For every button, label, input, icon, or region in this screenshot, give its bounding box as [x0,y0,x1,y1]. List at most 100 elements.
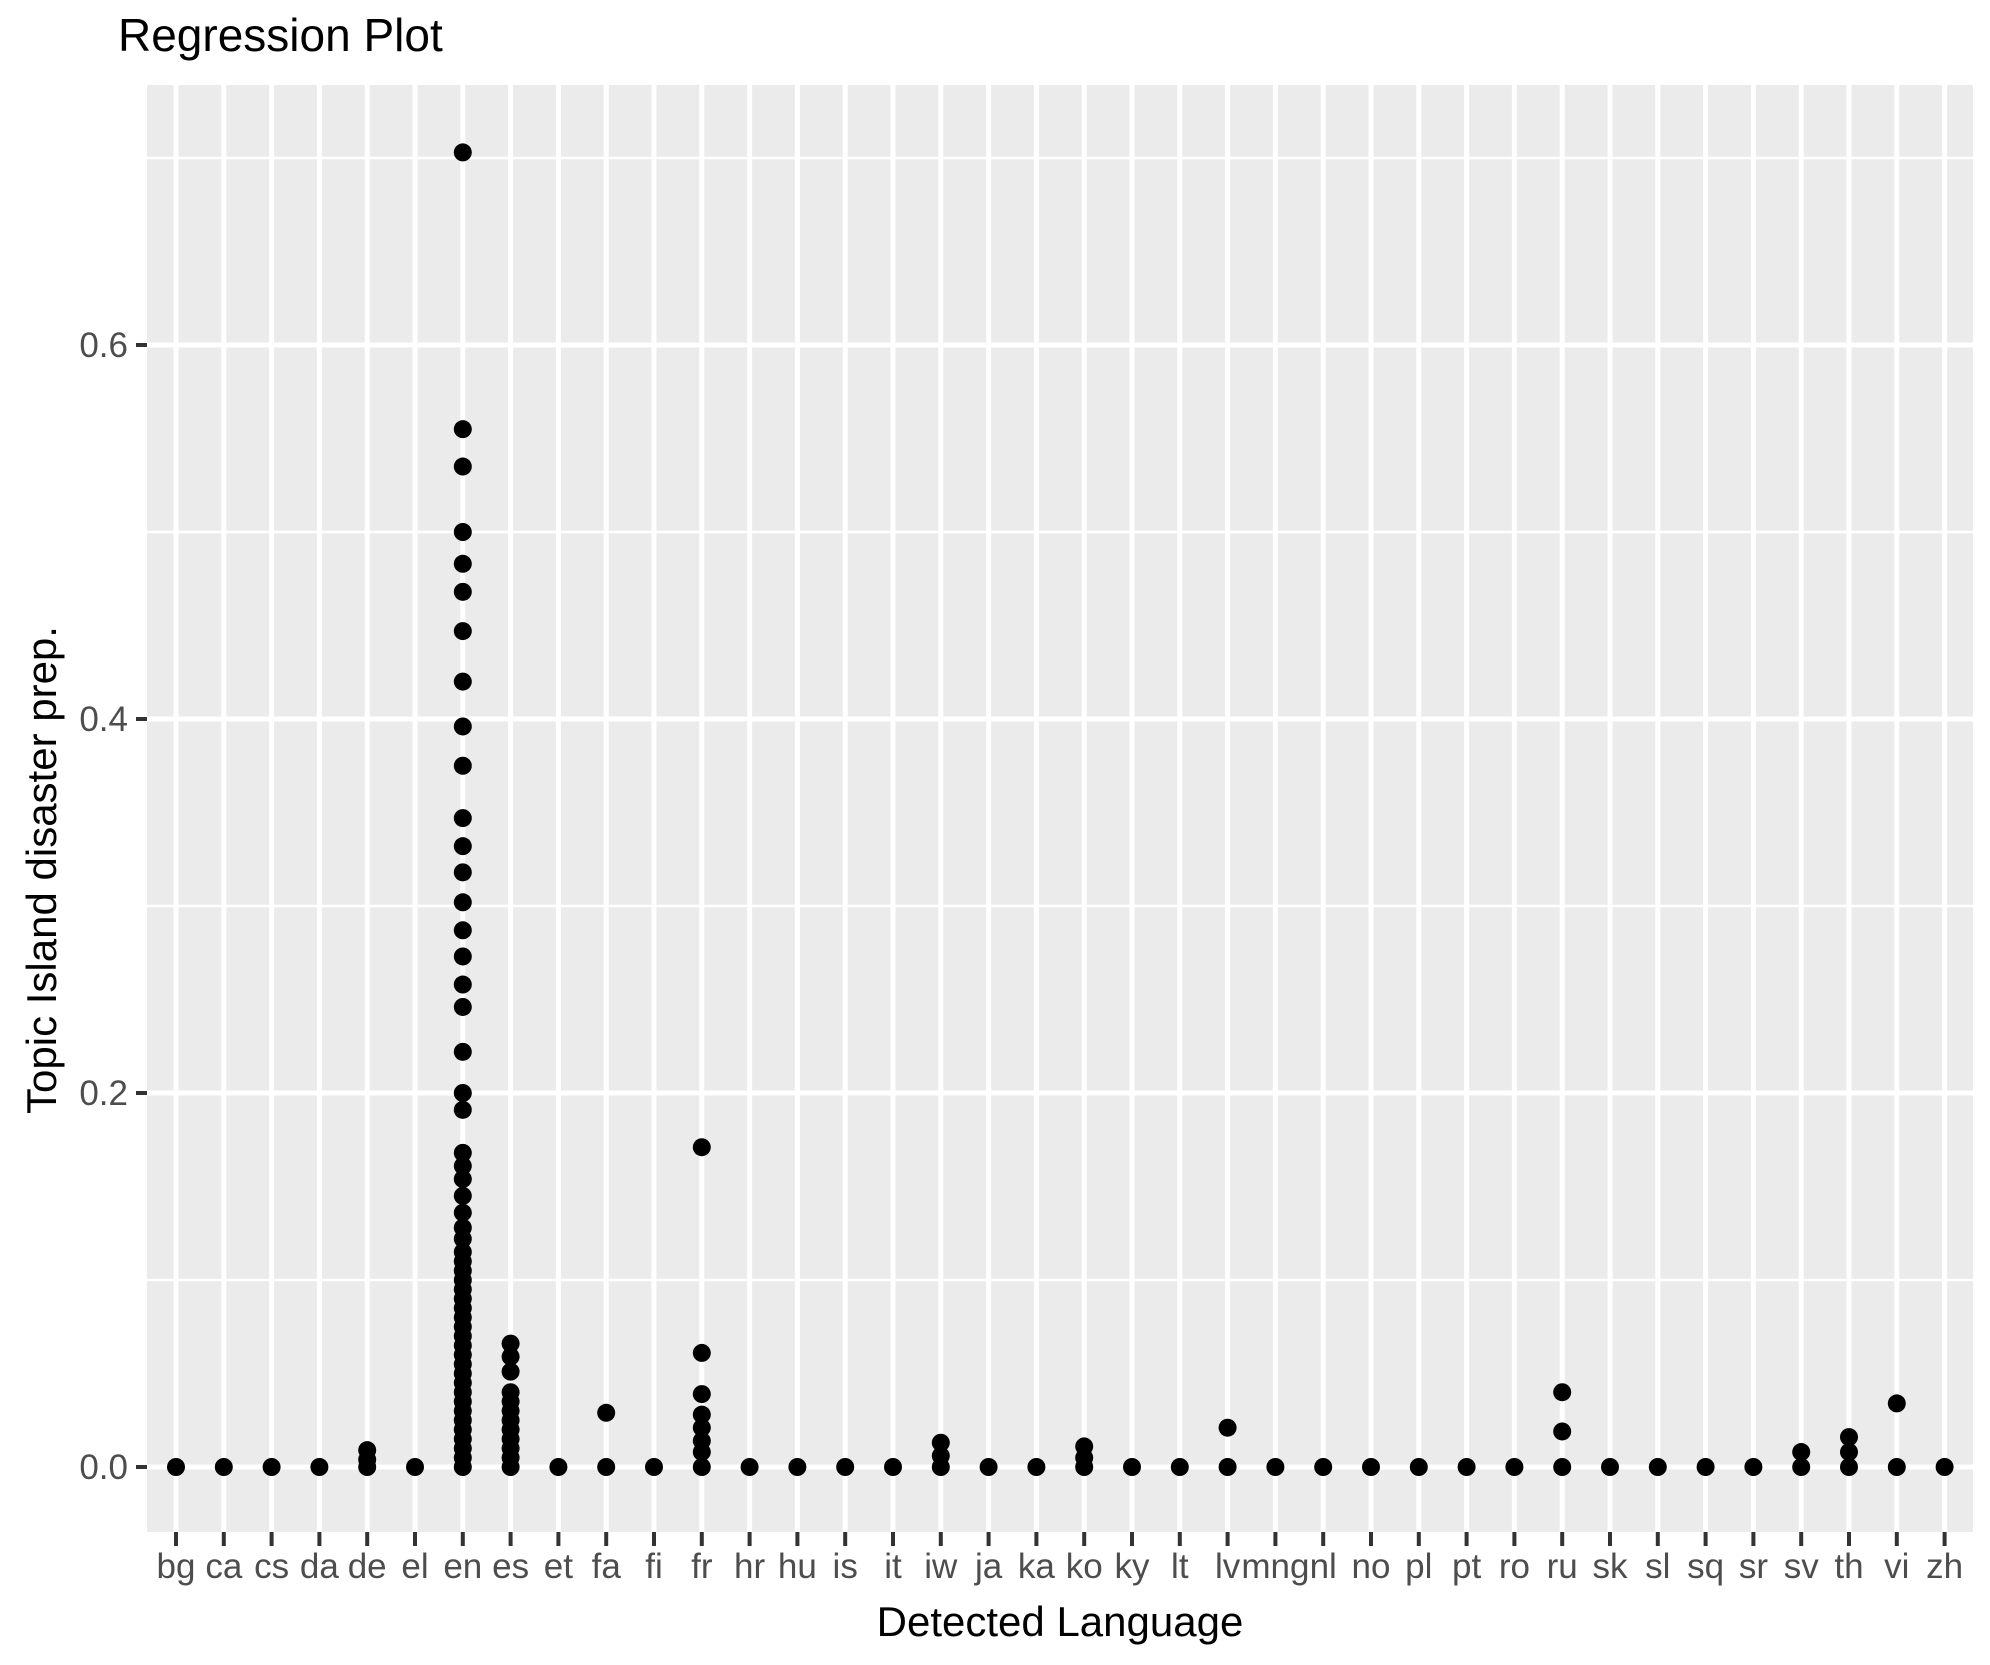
data-point [1887,1458,1906,1476]
x-tick-label: iw [924,1547,958,1586]
y-tick-label: 0.4 [79,700,128,739]
data-point [453,809,472,828]
data-point [453,975,472,994]
x-tick-label: pl [1405,1547,1432,1586]
data-point [453,143,472,162]
data-point [931,1433,950,1452]
data-point [310,1458,329,1476]
data-point [692,1405,711,1424]
data-point [453,717,472,736]
plot-panel [147,85,1973,1532]
data-point [453,756,472,775]
data-point [549,1458,568,1476]
data-point [1123,1458,1141,1476]
x-tick-label: cs [254,1547,289,1586]
data-point [262,1458,281,1476]
x-tick-label: ca [205,1547,243,1586]
x-tick-label: sq [1687,1547,1724,1586]
data-point [645,1458,663,1476]
x-tick-label: vi [1884,1547,1909,1586]
data-point [1887,1394,1906,1413]
x-tick-label: sl [1645,1547,1670,1586]
data-point [1935,1458,1954,1476]
x-tick-label: th [1834,1547,1863,1586]
x-tick-label: ka [1018,1547,1056,1586]
x-tick-label: pt [1452,1547,1481,1586]
data-point [453,1458,472,1476]
data-point [1218,1418,1237,1437]
data-point [1840,1443,1858,1462]
x-tick-label: nl [1310,1547,1337,1586]
data-point [453,1100,472,1119]
data-point [453,1143,472,1162]
data-point [501,1334,520,1353]
data-point [453,622,472,641]
x-tick-label: de [348,1547,387,1586]
data-point [1840,1428,1858,1447]
x-tick-label: ja [974,1547,1003,1586]
x-tick-label: fr [691,1547,713,1586]
data-point [1362,1458,1380,1476]
data-point [1170,1458,1189,1476]
data-point [692,1443,711,1462]
data-point [1553,1458,1572,1476]
data-point [453,893,472,912]
data-point [453,582,472,601]
data-point [1601,1458,1619,1476]
data-point [453,1186,472,1205]
x-tick-label: lt [1171,1547,1189,1586]
data-point [788,1458,807,1476]
data-point [1505,1458,1524,1476]
data-point [358,1458,377,1476]
data-point [692,1418,711,1437]
data-point [501,1458,520,1476]
x-tick-label: ko [1066,1547,1103,1586]
data-point [453,554,472,573]
data-point [1409,1458,1428,1476]
x-tick-label: ru [1547,1547,1578,1586]
data-point [692,1343,711,1362]
data-point [979,1458,998,1476]
data-point [1696,1458,1715,1476]
chart-title: Regression Plot [118,9,443,61]
data-point [836,1458,855,1476]
data-point [1840,1458,1858,1476]
data-point [1457,1458,1476,1476]
y-tick-label: 0.2 [79,1074,128,1113]
data-point [1792,1458,1811,1476]
x-tick-label: sr [1739,1547,1769,1586]
x-tick-label: da [300,1547,339,1586]
x-tick-label: is [833,1547,858,1586]
data-point [692,1138,711,1157]
data-point [453,1042,472,1061]
data-point [453,837,472,856]
x-axis-title: Detected Language [876,1598,1244,1645]
data-point [1218,1458,1237,1476]
data-point [1075,1458,1094,1476]
x-tick-label: hr [734,1547,765,1586]
data-point [740,1458,759,1476]
y-tick-label: 0.6 [79,326,128,365]
data-point [1266,1458,1285,1476]
data-point [931,1458,950,1476]
x-tick-label: es [492,1547,529,1586]
data-point [453,1229,472,1248]
x-tick-label: ky [1115,1547,1151,1586]
data-point [597,1403,616,1422]
data-point [453,1203,472,1222]
y-axis-title: Topic Island disaster prep. [18,626,65,1114]
y-tick-label: 0.0 [79,1448,128,1487]
data-point [1648,1458,1667,1476]
data-point [501,1347,520,1366]
x-tick-label: hu [778,1547,817,1586]
x-tick-label: it [884,1547,902,1586]
data-point [501,1362,520,1381]
data-point [1027,1458,1046,1476]
x-tick-label: fa [592,1547,622,1586]
data-point [453,1084,472,1102]
data-point [692,1385,711,1404]
x-tick-label: bg [157,1547,196,1586]
data-point [597,1458,616,1476]
x-tick-label: ro [1499,1547,1530,1586]
